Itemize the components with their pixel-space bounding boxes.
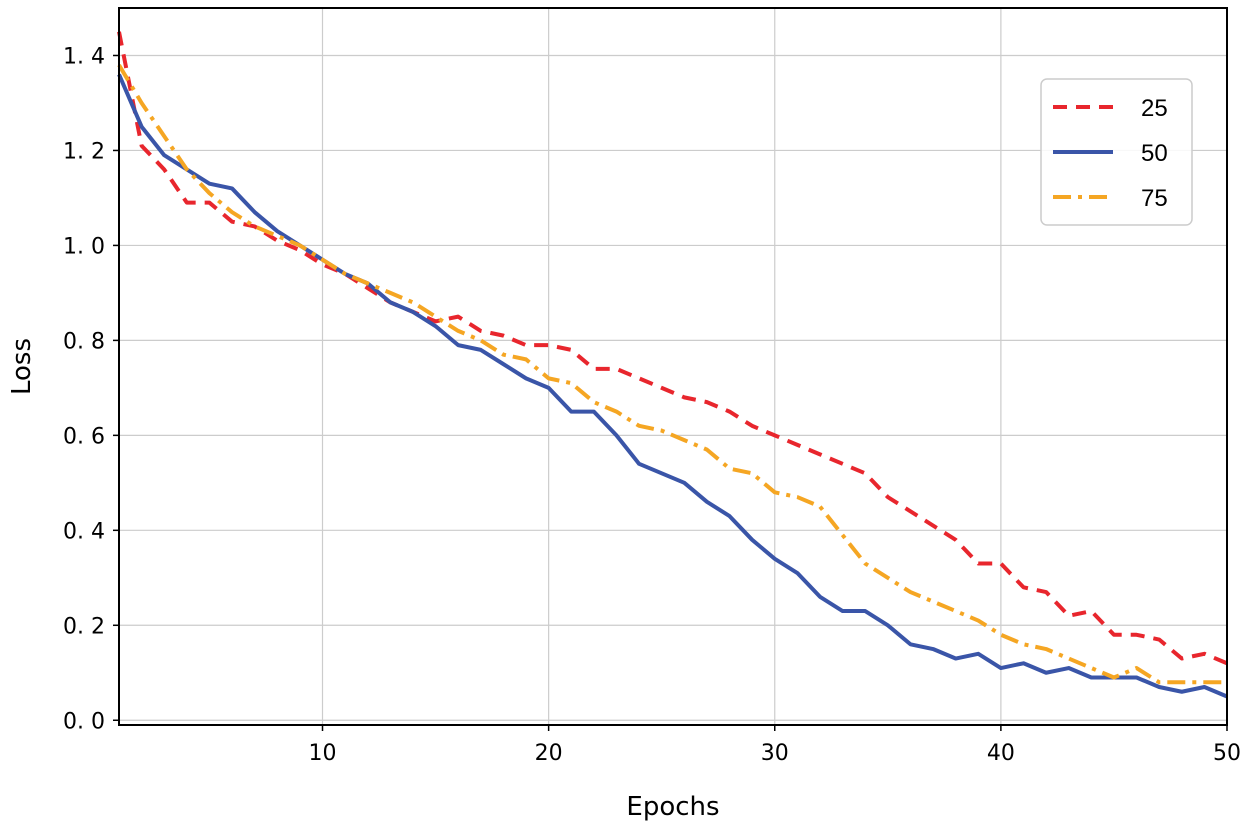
series-line-25 [117, 31, 1228, 666]
plot-frame [118, 7, 1228, 726]
legend-box [1040, 78, 1193, 226]
y-axis-label: Loss [7, 338, 37, 395]
y-tick-label: 1. 2 [63, 139, 105, 164]
x-tick-label: 40 [987, 741, 1015, 766]
y-tick-label: 0. 0 [63, 709, 105, 734]
legend: 25 50 75 [1040, 78, 1193, 226]
x-tick-label: 20 [535, 741, 563, 766]
x-tick-label: 50 [1213, 741, 1241, 766]
y-tick-label: 0. 8 [63, 329, 105, 354]
series-line-75 [117, 63, 1227, 685]
y-tick-label: 0. 6 [63, 424, 105, 449]
y-tick-label: 0. 4 [63, 519, 105, 544]
series-lines [117, 31, 1228, 699]
x-tick-label: 10 [309, 741, 337, 766]
legend-label-50: 50 [1141, 140, 1168, 167]
y-tick-label: 0. 2 [63, 614, 105, 639]
axis-ticks: 10 20 30 40 50 0. 0 0. 2 0. 4 0. 6 0. 8 1. 0 1. 2 1.… [63, 44, 1241, 766]
y-tick-label: 1. 0 [63, 234, 105, 259]
legend-label-75: 75 [1141, 185, 1168, 212]
y-tick-label: 1. 4 [63, 44, 105, 69]
x-axis-label: Epochs [626, 792, 719, 822]
legend-label-25: 25 [1141, 95, 1168, 122]
x-tick-label: 30 [761, 741, 789, 766]
